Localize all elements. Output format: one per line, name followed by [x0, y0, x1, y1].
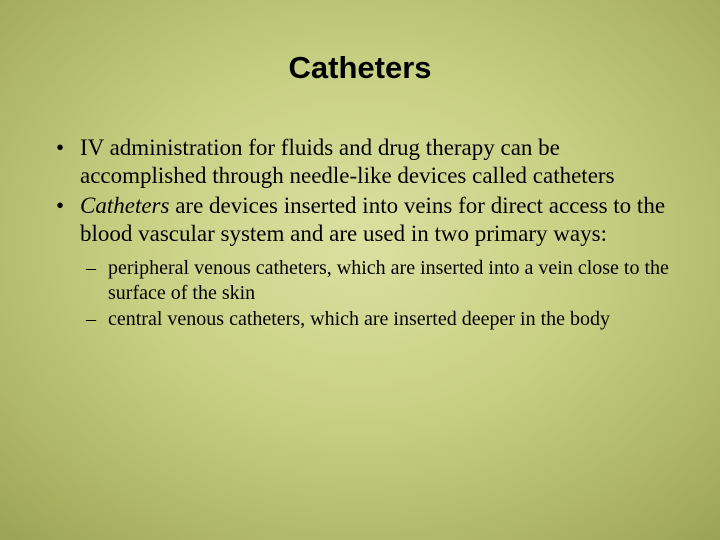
bullet-italic-prefix: Catheters	[80, 193, 169, 218]
sub-bullet-item: central venous catheters, which are inse…	[80, 307, 670, 331]
bullet-item: IV administration for fluids and drug th…	[50, 134, 670, 190]
slide: Catheters IV administration for fluids a…	[0, 0, 720, 540]
slide-title: Catheters	[0, 50, 720, 86]
bullet-list-level2: peripheral venous catheters, which are i…	[80, 256, 670, 331]
bullet-list-level1: IV administration for fluids and drug th…	[50, 134, 670, 331]
sub-bullet-text: peripheral venous catheters, which are i…	[108, 257, 669, 303]
sub-bullet-item: peripheral venous catheters, which are i…	[80, 256, 670, 305]
bullet-item: Catheters are devices inserted into vein…	[50, 192, 670, 331]
slide-body: IV administration for fluids and drug th…	[50, 134, 670, 333]
bullet-text: IV administration for fluids and drug th…	[80, 135, 615, 188]
sub-bullet-text: central venous catheters, which are inse…	[108, 308, 610, 330]
